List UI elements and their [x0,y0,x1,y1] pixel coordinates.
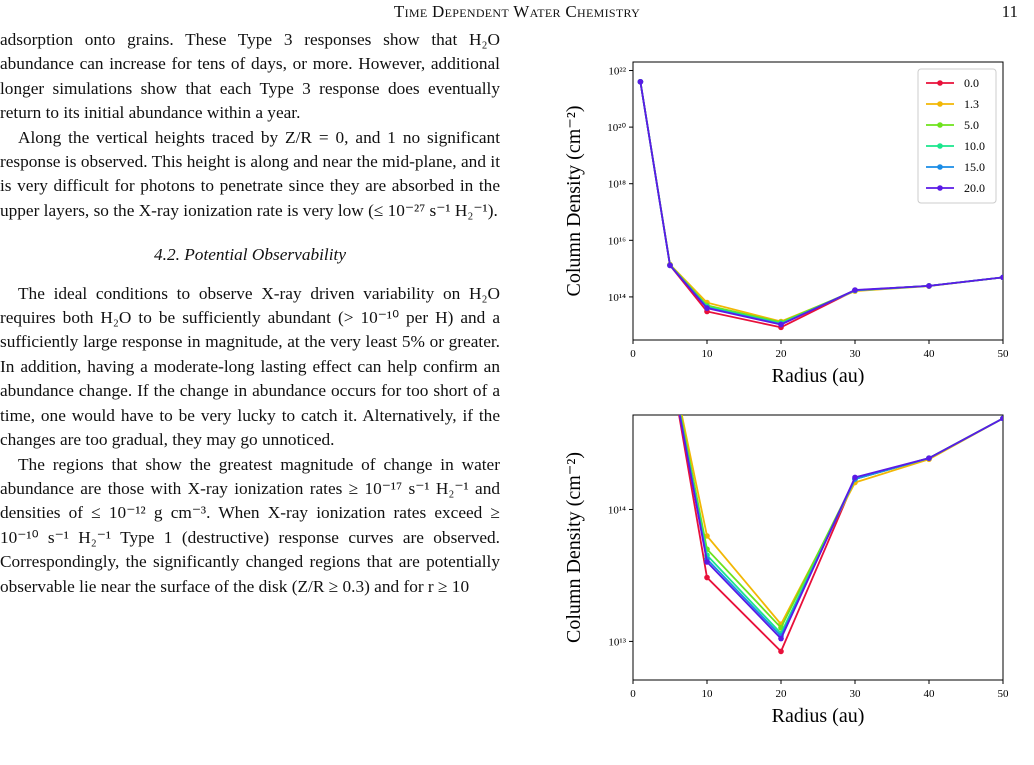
data-point [1000,415,1003,422]
x-tick-label: 50 [998,688,1010,700]
data-point [778,648,784,655]
data-point [852,474,858,481]
data-point [704,533,710,539]
section-heading: 4.2. Potential Observability [154,245,346,265]
paragraph: Along the vertical heights traced by Z/R… [0,127,500,220]
y-tick-label: 10¹³ [608,636,626,648]
chart: 0 10 20 30 40 50 10¹³ 10¹⁴ Radius (au) Column Den… [563,355,1010,727]
x-tick-label: 40 [924,348,936,360]
legend-label: 0.0 [964,76,979,90]
x-tick-label: 20 [776,348,788,360]
data-point [667,360,673,366]
y-tick-label: 10²² [608,66,626,78]
x-tick-label: 50 [998,348,1010,360]
legend-marker [937,122,943,128]
x-axis-label: Radius (au) [772,365,865,387]
y-tick-label: 10¹⁴ [608,504,626,516]
x-tick-label: 10 [702,688,714,700]
legend-label: 1.3 [964,97,979,111]
x-tick-label: 30 [850,348,862,360]
legend-label: 15.0 [964,160,985,174]
axes-frame [632,414,1004,681]
y-tick-label: 10²⁰ [607,122,626,134]
x-tick-label: 10 [702,348,714,360]
legend-box [917,68,997,204]
paragraph: The ideal conditions to observe X-ray dr… [0,283,500,450]
data-point [926,455,932,461]
legend-label: 10.0 [964,139,985,153]
chart: 0 10 20 30 40 50 10¹⁴ 10¹⁶ 10¹⁸ 10²⁰ 10²² Radius (a… [563,61,1010,387]
legend-label: 20.0 [964,181,985,195]
axes-frame [632,61,1004,341]
data-point [778,635,784,642]
x-tick-label: 40 [924,688,936,700]
y-tick-label: 10¹⁸ [608,179,626,191]
legend-marker [937,101,943,107]
legend-marker [937,80,943,86]
data-point [667,358,673,364]
data-point [667,355,673,361]
data-point [852,287,858,293]
data-point [667,360,673,366]
legend-marker [937,143,943,149]
y-axis-label: Column Density (cm⁻²) [563,452,585,643]
data-point [667,360,673,366]
y-tick-label: 10¹⁴ [608,292,626,304]
data-point [1000,274,1003,281]
x-axis-label: Radius (au) [772,705,865,727]
data-point [704,559,710,565]
paragraph: The regions that show the greatest magni… [0,454,500,596]
page-number: 11 [1001,2,1018,21]
x-tick-label: 0 [630,688,636,700]
x-tick-label: 30 [850,688,862,700]
x-tick-label: 0 [630,348,636,360]
legend-marker [937,185,943,191]
running-header: Time Dependent Water Chemistry [393,2,641,21]
paragraph: adsorption onto grains. These Type 3 res… [0,30,500,123]
data-point [667,262,673,269]
y-tick-label: 10¹⁶ [608,235,626,247]
data-point [704,305,710,311]
data-point [637,78,644,85]
y-axis-label: Column Density (cm⁻²) [563,106,585,297]
legend-marker [937,164,943,170]
legend-label: 5.0 [964,118,979,132]
data-point [778,321,784,328]
plot-area [637,78,1003,331]
text-column: adsorption onto grains. These Type 3 res… [0,28,500,599]
plot-area [667,355,1003,655]
data-point [704,574,710,581]
data-point [667,360,673,366]
x-tick-label: 20 [776,688,788,700]
data-point [926,283,932,289]
